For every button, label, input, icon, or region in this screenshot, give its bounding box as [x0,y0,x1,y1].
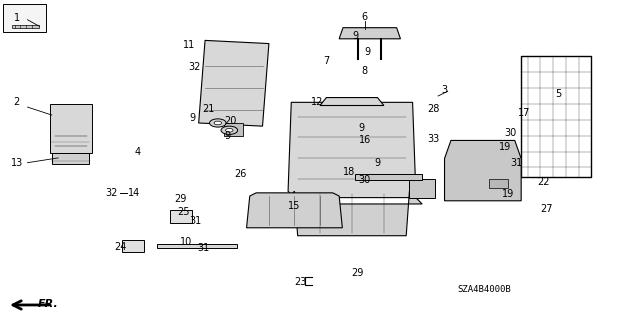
Polygon shape [288,102,416,197]
Polygon shape [445,140,521,201]
Polygon shape [246,193,342,228]
Circle shape [225,129,233,132]
Text: 9: 9 [374,158,381,168]
Polygon shape [198,41,269,126]
Text: 12: 12 [310,97,323,107]
Polygon shape [224,123,243,136]
Text: 5: 5 [555,89,561,100]
Text: 3: 3 [442,85,447,95]
Text: 25: 25 [177,207,189,217]
Text: 9: 9 [189,113,195,123]
Bar [3,4,46,33]
Polygon shape [12,25,39,28]
Polygon shape [410,179,435,197]
Text: 19: 19 [502,189,515,199]
Text: 9: 9 [358,123,365,133]
Circle shape [209,119,226,127]
Polygon shape [339,28,401,39]
Text: 18: 18 [342,167,355,177]
Text: 27: 27 [540,204,553,214]
Text: 19: 19 [499,142,511,152]
Text: 20: 20 [225,116,237,126]
Text: 29: 29 [351,268,364,278]
Circle shape [221,126,237,134]
Text: 15: 15 [288,201,301,211]
Text: 14: 14 [128,188,140,198]
Polygon shape [170,210,192,223]
Text: 30: 30 [504,129,516,138]
Text: 31: 31 [189,216,202,226]
Polygon shape [489,179,508,188]
Text: 24: 24 [115,242,127,252]
Text: 7: 7 [323,56,330,66]
Text: 9: 9 [225,131,230,141]
Text: 31: 31 [510,158,522,168]
Polygon shape [52,153,90,164]
Text: 9: 9 [365,47,371,56]
Text: 30: 30 [358,175,371,185]
Circle shape [214,121,221,125]
Polygon shape [282,191,422,236]
Text: 10: 10 [180,237,192,247]
Text: SZA4B4000B: SZA4B4000B [458,285,511,293]
Text: 32: 32 [189,63,201,72]
Text: 13: 13 [10,158,23,168]
Text: 6: 6 [362,11,368,22]
Text: 26: 26 [234,169,246,179]
Text: 31: 31 [198,243,210,253]
Text: 4: 4 [135,146,141,157]
Polygon shape [50,104,92,153]
Text: 9: 9 [352,31,358,41]
Text: 11: 11 [183,40,195,50]
Polygon shape [355,174,422,180]
Text: 33: 33 [428,134,440,144]
Text: FR.: FR. [38,299,58,309]
Polygon shape [122,241,145,252]
Text: 29: 29 [175,194,187,204]
Text: 21: 21 [202,104,214,114]
Text: 8: 8 [362,66,368,76]
Text: 28: 28 [428,104,440,114]
Text: 23: 23 [294,277,307,287]
Text: 22: 22 [537,177,550,187]
Text: 1: 1 [13,13,20,23]
Text: 16: 16 [358,136,371,145]
Polygon shape [320,98,384,106]
Polygon shape [157,244,237,249]
Text: 32: 32 [106,188,118,198]
Text: 17: 17 [518,108,531,118]
Text: 2: 2 [13,97,20,107]
